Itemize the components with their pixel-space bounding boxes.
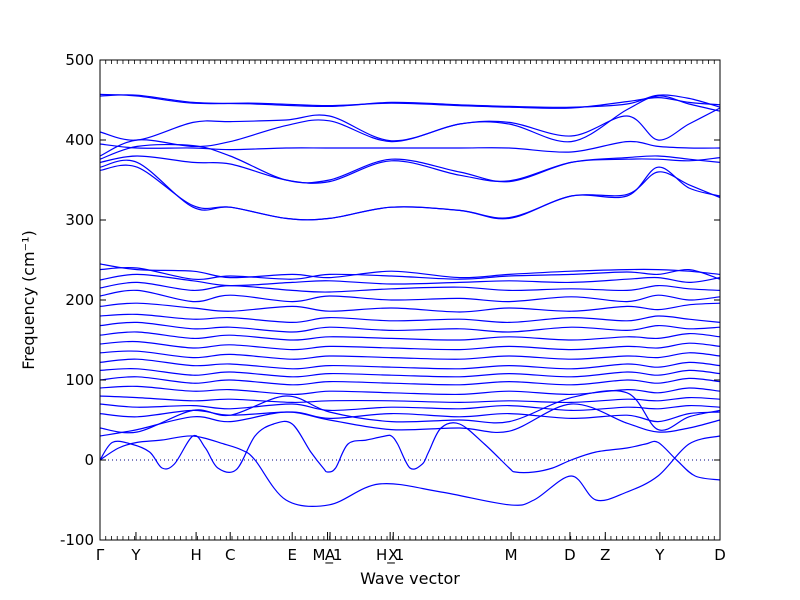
band-line-17 [99,321,721,333]
x-tick-label: D [714,546,726,564]
y-tick-label: 500 [65,51,94,69]
band-line-12 [99,273,721,287]
band-line-26 [99,403,721,412]
band-line-22 [99,368,721,378]
y-tick-label: 400 [65,131,94,149]
band-line-16 [99,313,721,324]
band-line-5 [99,140,721,153]
x-tick-label: Z [600,546,610,564]
band-line-29 [99,403,721,437]
phonon-bands [99,93,721,508]
band-line-2 [99,93,721,109]
band-line-1 [99,94,721,108]
band-line-11 [99,266,721,281]
x-tick-label: M_1 [313,546,343,565]
y-tick-label: 200 [65,291,94,309]
x-tick-label: Y [130,546,141,564]
band-line-31 [99,435,721,508]
band-line-18 [99,331,721,341]
band-line-28 [99,390,721,434]
band-line-13 [99,281,721,293]
x-tick-label: H_1 [376,546,404,565]
x-tick-label: M [505,546,518,564]
y-axis-ticks: -100 0 100 200 300 400 500 [60,51,720,549]
band-line-25 [99,395,721,404]
x-tick-label: H [190,546,201,564]
band-line-7 [99,155,721,184]
band-line-20 [99,350,721,360]
y-tick-label: 0 [84,451,94,469]
x-axis-ticks: Γ Y H C E M_1A H_1X M D Z Y D [96,60,726,565]
x-tick-label: Y [654,546,665,564]
band-line-9 [99,159,721,221]
x-axis-label: Wave vector [360,569,460,588]
band-line-21 [99,358,721,370]
x-tick-label: D [564,546,576,564]
band-line-14 [99,289,721,303]
y-tick-label: 100 [65,371,94,389]
y-tick-label: 300 [65,211,94,229]
band-line-19 [99,340,721,351]
y-axis-label: Frequency (cm⁻¹) [19,230,38,369]
band-line-24 [99,385,721,396]
band-line-6 [99,143,721,184]
x-tick-label: A [325,546,336,564]
band-line-23 [99,376,721,386]
x-tick-label: C [225,546,235,564]
y-tick-label: -100 [60,531,94,549]
x-tick-label: X [388,546,398,564]
x-tick-label: E [287,546,296,564]
band-line-10 [99,263,721,279]
band-line-30 [99,420,721,481]
x-tick-label: Γ [96,546,105,564]
band-line-15 [99,302,721,313]
